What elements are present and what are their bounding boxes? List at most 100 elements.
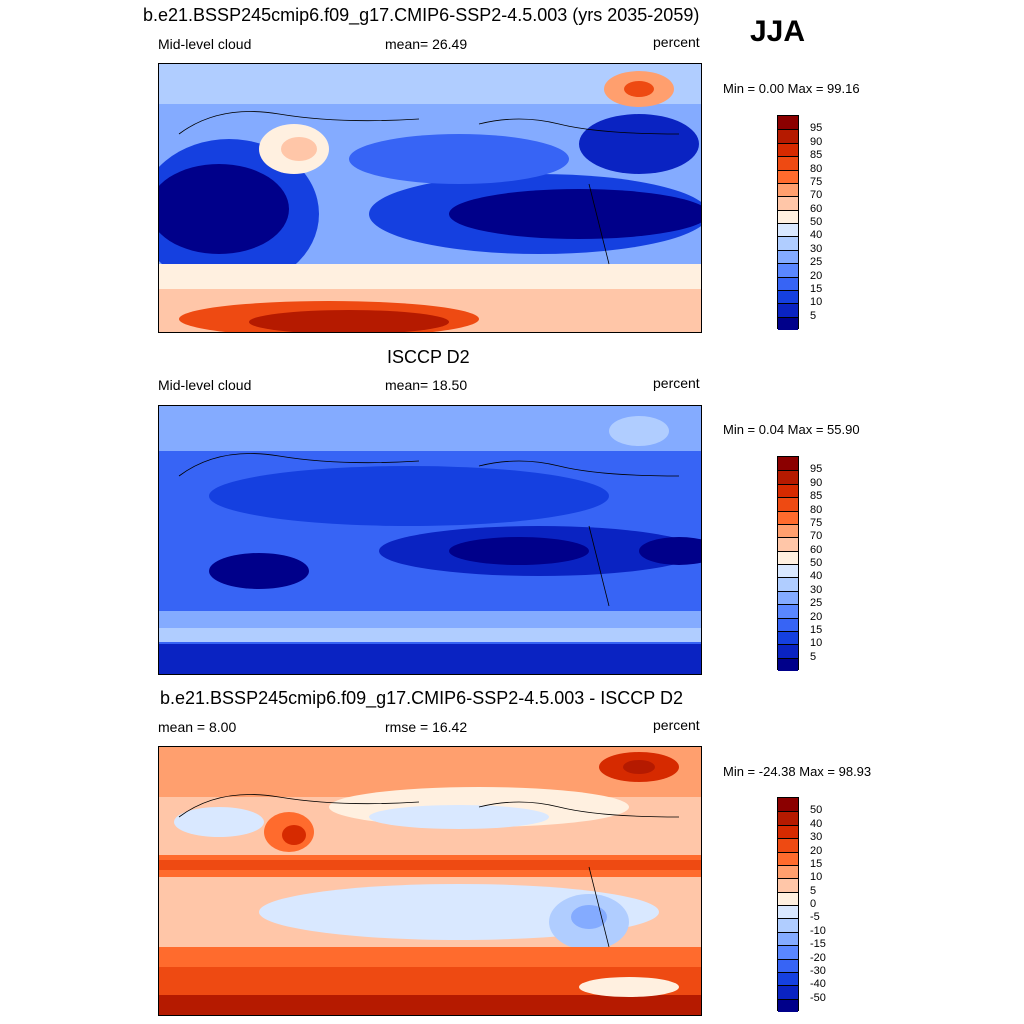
colorbar-swatch [778, 811, 798, 825]
colorbar-swatch [778, 657, 798, 671]
colorbar-tick-label: 30 [810, 831, 823, 844]
colorbar-tick-label: 15 [810, 857, 823, 870]
season-label: JJA [750, 15, 806, 48]
colorbar-tick-label: 40 [810, 570, 823, 583]
panel-3-map-field [159, 747, 701, 1015]
colorbar-swatch [778, 824, 798, 839]
colorbar-swatch [778, 945, 798, 959]
colorbar-swatch [778, 196, 798, 210]
colorbar-swatch [778, 457, 798, 471]
panel-1-title: b.e21.BSSP245cmip6.f09_g17.CMIP6-SSP2-4.… [143, 5, 700, 25]
colorbar-swatch [778, 838, 798, 852]
colorbar-swatch [778, 931, 798, 946]
colorbar-swatch [778, 537, 798, 551]
colorbar-swatch [778, 523, 798, 538]
colorbar-tick-label: 90 [810, 135, 823, 148]
panel-3-colorbar [777, 797, 799, 1012]
panel-1-variable-label: Mid-level cloud [158, 36, 252, 52]
colorbar-swatch [778, 617, 798, 631]
colorbar-tick-label: 25 [810, 256, 823, 269]
colorbar-tick-label: 5 [810, 884, 817, 897]
colorbar-swatch [778, 918, 798, 932]
colorbar-swatch [778, 958, 798, 972]
colorbar-swatch [778, 249, 798, 264]
colorbar-swatch [778, 550, 798, 564]
colorbar-tick-label: -30 [810, 964, 826, 977]
colorbar-tick-label: -50 [810, 991, 826, 1004]
colorbar-tick-label: 10 [810, 637, 823, 650]
panel-2-variable-label: Mid-level cloud [158, 377, 252, 393]
colorbar-swatch [778, 223, 798, 237]
colorbar-swatch [778, 209, 798, 223]
panel-1-colorbar [777, 115, 799, 330]
colorbar-swatch [778, 289, 798, 304]
colorbar-swatch [778, 864, 798, 879]
colorbar-swatch [778, 644, 798, 658]
colorbar-swatch [778, 116, 798, 130]
colorbar-tick-label: 10 [810, 296, 823, 309]
panel-3-mean-label: mean = 8.00 [158, 719, 237, 735]
colorbar-tick-label: 40 [810, 229, 823, 242]
panel-1-units-label: percent [653, 34, 700, 50]
colorbar-tick-label: -20 [810, 951, 826, 964]
panel-3-title: b.e21.BSSP245cmip6.f09_g17.CMIP6-SSP2-4.… [160, 688, 683, 708]
panel-2-minmax: Min = 0.04 Max = 55.90 [723, 422, 860, 437]
colorbar-tick-label: 60 [810, 543, 823, 556]
colorbar-swatch [778, 142, 798, 157]
colorbar-swatch [778, 998, 798, 1012]
colorbar-tick-label: 5 [810, 650, 817, 663]
colorbar-tick-label: 90 [810, 476, 823, 489]
colorbar-tick-label: 85 [810, 149, 823, 162]
colorbar-swatch [778, 129, 798, 143]
colorbar-tick-label: 70 [810, 530, 823, 543]
colorbar-tick-label: 80 [810, 503, 823, 516]
colorbar-tick-label: 60 [810, 202, 823, 215]
colorbar-tick-label: 30 [810, 583, 823, 596]
colorbar-tick-label: 15 [810, 282, 823, 295]
panel-1-map [158, 63, 702, 333]
colorbar-tick-label: 15 [810, 623, 823, 636]
colorbar-swatch [778, 905, 798, 919]
panel-2-colorbar [777, 456, 799, 671]
colorbar-tick-label: 30 [810, 242, 823, 255]
panel-2-title: ISCCP D2 [387, 347, 470, 367]
panel-2-units-label: percent [653, 375, 700, 391]
colorbar-swatch [778, 878, 798, 892]
colorbar-tick-label: 50 [810, 216, 823, 228]
colorbar-tick-label: 50 [810, 557, 823, 569]
colorbar-tick-label: 80 [810, 162, 823, 175]
colorbar-tick-label: 75 [810, 516, 823, 529]
colorbar-swatch [778, 483, 798, 498]
colorbar-tick-label: 25 [810, 597, 823, 610]
panel-1-mean-label: mean= 26.49 [385, 36, 468, 52]
panel-1-map-field [159, 64, 701, 332]
colorbar-swatch [778, 798, 798, 812]
panel-3-rmse-label: rmse = 16.42 [385, 719, 468, 735]
colorbar-swatch [778, 276, 798, 290]
colorbar-tick-label: 85 [810, 490, 823, 503]
colorbar-swatch [778, 236, 798, 250]
colorbar-swatch [778, 263, 798, 277]
colorbar-swatch [778, 510, 798, 524]
panel-3-map [158, 746, 702, 1016]
colorbar-swatch [778, 851, 798, 865]
panel-2-map [158, 405, 702, 675]
colorbar-swatch [778, 564, 798, 578]
panel-3-units-label: percent [653, 717, 700, 733]
colorbar-swatch [778, 497, 798, 511]
colorbar-tick-label: 95 [810, 463, 823, 476]
colorbar-swatch [778, 156, 798, 170]
colorbar-swatch [778, 630, 798, 645]
colorbar-swatch [778, 971, 798, 986]
colorbar-tick-label: 70 [810, 189, 823, 202]
colorbar-swatch [778, 577, 798, 591]
colorbar-swatch [778, 169, 798, 183]
colorbar-swatch [778, 182, 798, 197]
colorbar-tick-label: -5 [810, 911, 820, 924]
colorbar-swatch [778, 604, 798, 618]
colorbar-tick-label: 0 [810, 898, 817, 910]
colorbar-swatch [778, 316, 798, 330]
colorbar-tick-label: 10 [810, 871, 823, 884]
colorbar-tick-label: 75 [810, 175, 823, 188]
colorbar-tick-label: 50 [810, 804, 823, 817]
